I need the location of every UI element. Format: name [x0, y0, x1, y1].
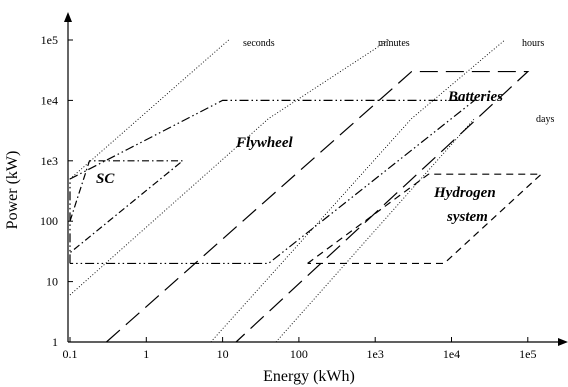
- time-label-minutes: minutes: [378, 38, 410, 49]
- region-label-flywheel: Flywheel: [235, 135, 293, 151]
- y-axis-title: Power (kW): [4, 151, 21, 230]
- x-tick-label: 10: [217, 347, 229, 361]
- y-tick-label: 100: [40, 214, 58, 228]
- x-tick-label: 1e5: [519, 347, 536, 361]
- region-label-sc: SC: [96, 171, 115, 187]
- x-tick-label: 1e4: [443, 347, 460, 361]
- region-label-hydrogen-line1: Hydrogen: [433, 185, 496, 201]
- x-ticks: 0.1 1 10 100 1e3 1e4 1e5: [63, 337, 536, 361]
- y-ticks: 1 10 100 1e3 1e4 1e5: [40, 33, 73, 349]
- time-line-hours: [210, 39, 506, 343]
- region-outline-hydrogen-system: [307, 173, 543, 265]
- y-tick-label: 1: [52, 335, 58, 349]
- x-tick-label: 1e3: [367, 347, 384, 361]
- x-axis-title: Energy (kWh): [263, 368, 355, 385]
- time-label-days: days: [536, 114, 554, 125]
- region-outline-sc: [69, 160, 185, 254]
- region-outline-flywheel: [69, 99, 477, 265]
- time-label-seconds: seconds: [243, 38, 275, 49]
- region-outline-batteries: [106, 70, 530, 343]
- y-axis-arrow: [64, 12, 72, 22]
- region-label-batteries: Batteries: [447, 89, 503, 105]
- axes: [64, 12, 568, 346]
- x-tick-label: 100: [290, 347, 308, 361]
- y-tick-label: 1e4: [41, 93, 58, 107]
- y-tick-label: 10: [46, 275, 58, 289]
- time-line-minutes: [69, 39, 389, 296]
- x-tick-label: 0.1: [63, 347, 78, 361]
- time-line-seconds: [69, 39, 229, 180]
- time-lines: [69, 39, 506, 343]
- time-line-days: [275, 118, 475, 343]
- y-tick-label: 1e3: [41, 154, 58, 168]
- regions: [69, 70, 543, 343]
- region-label-hydrogen: Hydrogen system: [433, 185, 499, 225]
- x-tick-label: 1: [143, 347, 149, 361]
- y-tick-label: 1e5: [41, 33, 58, 47]
- region-label-hydrogen-line2: system: [446, 209, 488, 225]
- time-label-hours: hours: [522, 38, 544, 49]
- x-axis-arrow: [558, 338, 568, 346]
